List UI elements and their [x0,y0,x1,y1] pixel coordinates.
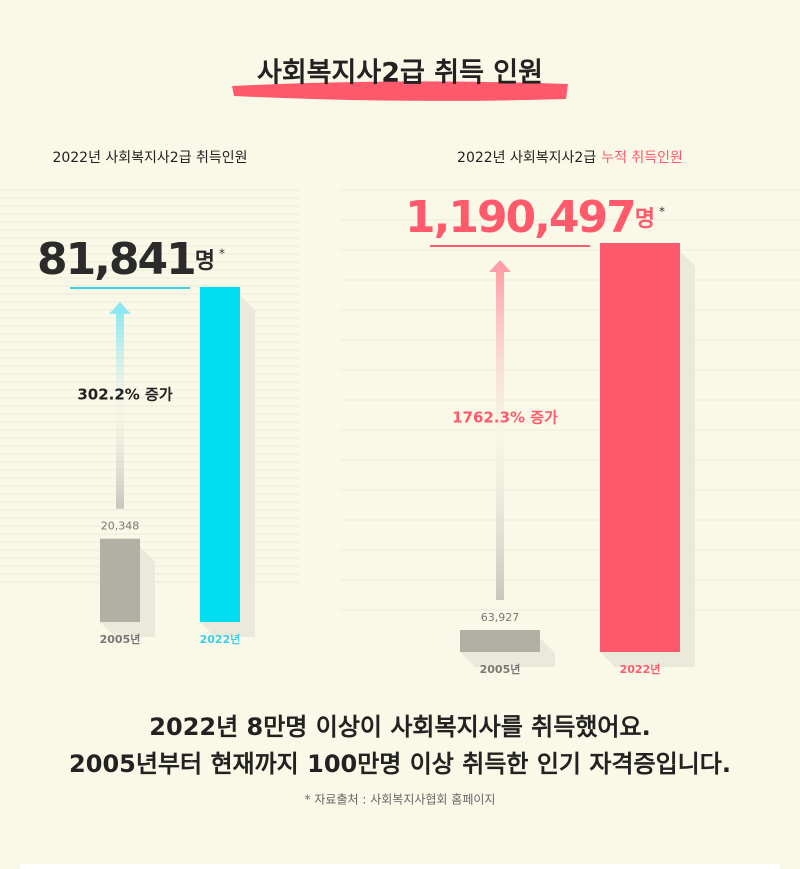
growth-arrow [116,312,124,509]
value-number: 1,190,497 [405,192,635,243]
chart-title: 2022년 사회복지사2급 누적 취득인원 [457,150,683,166]
chart-title-main: 2022년 사회복지사2급 [457,150,596,166]
summary-line: 2005년부터 현재까지 100만명 이상 취득한 인기 자격증입니다. [69,750,731,778]
growth-annotation: 1762.3% 증가 [452,409,558,427]
category-label: 2022년 [200,632,241,646]
value-label: 63,927 [481,611,520,624]
category-label: 2005년 [100,632,141,646]
bar [600,243,680,652]
category-label: 2022년 [620,662,661,676]
growth-arrow [496,270,504,601]
chart-title: 2022년 사회복지사2급 취득인원 [52,150,247,166]
value-unit: 명 [195,249,215,274]
source: * 자료출처 : 사회복지사협회 홈페이지 [305,793,496,807]
bar [460,630,540,652]
summary-line: 2022년 8만명 이상이 사회복지사를 취득했어요. [149,713,650,741]
panel-edge [20,864,780,869]
category-label: 2005년 [480,662,521,676]
note-mark: * [219,247,225,261]
growth-annotation: 302.2% 증가 [77,386,172,404]
value-label: 20,348 [101,520,140,533]
value-number: 81,841 [37,234,195,285]
chart-title-highlight: 누적 취득인원 [601,150,683,166]
growth-arrow-head [489,260,511,272]
value-label-big: 1,190,497명 [405,192,655,243]
bar [100,538,140,622]
bar [200,287,240,622]
value-unit: 명 [635,207,655,232]
note-mark: * [659,205,665,219]
value-label-big: 81,841명 [37,234,215,285]
title-highlight [232,81,568,101]
growth-arrow-head [109,302,131,314]
page-title: 사회복지사2급 취득 인원 [257,58,543,89]
